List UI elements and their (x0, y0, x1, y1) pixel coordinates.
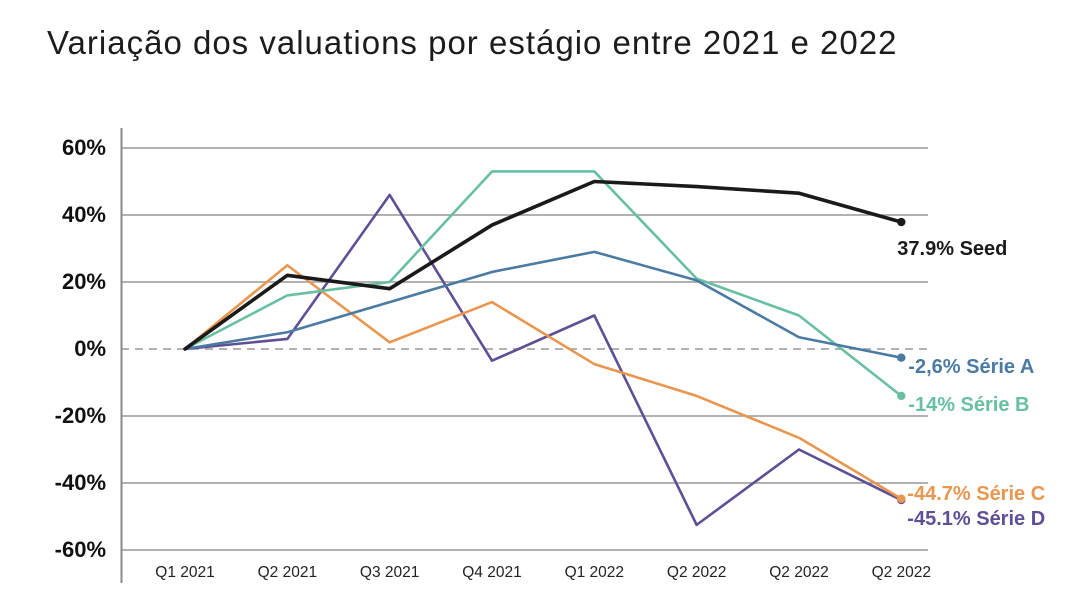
x-axis-tick-label: Q1 2022 (564, 564, 625, 581)
x-axis-tick-label: Q1 2021 (155, 564, 215, 581)
series-line-serie-a (183, 250, 903, 360)
series-end-label-serie-d: -45.1% Série D (907, 508, 1046, 531)
series-line-serie-c (183, 263, 903, 501)
y-axis-tick-label: -60% (54, 537, 106, 562)
y-axis-tick-label: -20% (54, 403, 106, 428)
series-line-serie-b (183, 170, 903, 398)
series-line-serie-d (183, 193, 903, 527)
series-endpoint-serie-b (897, 391, 906, 401)
x-axis-tick-label: Q2 2021 (257, 564, 318, 581)
y-axis-tick-label: -40% (54, 470, 106, 495)
series-end-label-serie-c: -44.7% Série C (907, 482, 1046, 505)
y-axis-tick-label: 40% (61, 202, 106, 227)
x-axis-tick-label: Q2 2022 (871, 564, 932, 581)
series-end-label-serie-a: -2,6% Série A (908, 355, 1035, 378)
series-line-seed (183, 179, 904, 351)
series-end-label-seed: 37.9% Seed (897, 238, 1008, 261)
y-axis-tick-label: 60% (61, 135, 106, 160)
series-endpoint-serie-a (897, 353, 906, 362)
y-axis-tick-label: 0% (74, 336, 106, 361)
chart-title: Variação dos valuations por estágio entr… (47, 24, 898, 61)
x-axis-tick-label: Q3 2021 (359, 564, 420, 581)
x-axis-tick-label: Q2 2022 (769, 564, 829, 581)
x-axis-tick-label: Q2 2022 (666, 564, 727, 581)
series-endpoint-serie-c (897, 494, 906, 503)
x-axis-tick-label: Q4 2021 (462, 564, 522, 581)
y-axis-tick-label: 20% (61, 269, 106, 294)
series-end-label-serie-b: -14% Série B (908, 393, 1030, 416)
series-endpoint-seed (897, 217, 906, 227)
